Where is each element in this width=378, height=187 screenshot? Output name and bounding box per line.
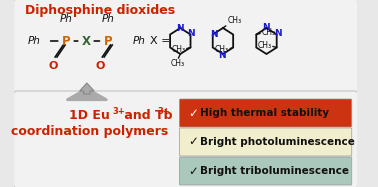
Text: CH₃: CH₃ — [262, 28, 276, 37]
Text: 1D Eu: 1D Eu — [69, 108, 110, 122]
FancyBboxPatch shape — [180, 157, 352, 185]
Text: Ph: Ph — [28, 36, 40, 46]
Text: CH₃: CH₃ — [214, 45, 229, 54]
Text: ✓: ✓ — [189, 107, 198, 119]
FancyBboxPatch shape — [180, 128, 352, 156]
Text: Ph: Ph — [101, 14, 114, 24]
Text: N: N — [218, 50, 226, 59]
Text: O: O — [96, 61, 105, 71]
Text: N: N — [262, 22, 270, 31]
Text: N: N — [274, 29, 281, 38]
Text: N: N — [187, 29, 194, 38]
Text: P: P — [104, 34, 112, 47]
Text: High thermal stability: High thermal stability — [200, 108, 329, 118]
FancyBboxPatch shape — [13, 91, 358, 187]
Text: Diphosphine dioxides: Diphosphine dioxides — [25, 4, 175, 17]
Text: P: P — [62, 34, 70, 47]
FancyArrowPatch shape — [67, 88, 106, 100]
Text: CH₃: CH₃ — [172, 45, 186, 54]
Text: X =: X = — [150, 36, 171, 46]
Text: coordination polymers: coordination polymers — [11, 125, 168, 139]
Polygon shape — [80, 83, 94, 94]
Text: ✓: ✓ — [189, 136, 198, 148]
Text: 3+: 3+ — [158, 107, 170, 116]
Text: Bright photoluminescence: Bright photoluminescence — [200, 137, 355, 147]
Text: 3+: 3+ — [112, 107, 125, 116]
Text: N: N — [177, 24, 184, 33]
Text: X: X — [82, 34, 90, 47]
Text: CH₃: CH₃ — [170, 59, 184, 68]
FancyBboxPatch shape — [13, 0, 358, 96]
Text: CH₃: CH₃ — [228, 16, 242, 25]
Text: CH₃: CH₃ — [257, 41, 271, 50]
FancyBboxPatch shape — [180, 99, 352, 127]
Text: O: O — [49, 61, 58, 71]
Text: Ph: Ph — [60, 14, 73, 24]
Text: Bright triboluminescence: Bright triboluminescence — [200, 166, 349, 176]
Text: and Tb: and Tb — [121, 108, 173, 122]
Text: ✓: ✓ — [189, 165, 198, 177]
Text: N: N — [210, 30, 217, 39]
Text: Ph: Ph — [133, 36, 146, 46]
